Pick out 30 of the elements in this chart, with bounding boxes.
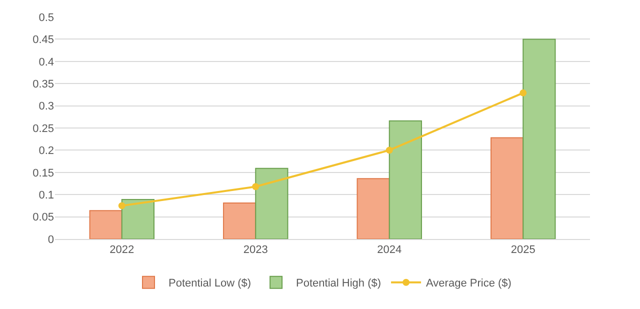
bar <box>121 198 154 239</box>
y-tick-label: 0.15 <box>32 167 54 180</box>
point <box>386 146 393 154</box>
point <box>520 89 527 96</box>
bar <box>89 210 122 239</box>
point <box>118 202 126 210</box>
bar <box>388 120 422 239</box>
x-tick-label: 2025 <box>510 244 536 256</box>
legend-label: Potential Low ($) <box>168 278 252 290</box>
point <box>252 183 260 190</box>
y-tick-label: 0.25 <box>32 122 54 135</box>
x-tick-label: 2023 <box>243 244 268 256</box>
x-tick-label: 2022 <box>110 244 134 256</box>
bar <box>356 178 390 239</box>
y-tick-label: 0.45 <box>32 34 54 46</box>
bar <box>490 137 524 239</box>
legend-label: Potential High ($) <box>296 278 382 290</box>
y-tick-label: 0.35 <box>32 78 54 90</box>
bar <box>223 202 256 239</box>
y-tick-label: 0.05 <box>32 212 54 224</box>
y-tick-label: 0.2 <box>38 145 54 158</box>
y-tick-label: 0.5 <box>38 12 54 24</box>
bar <box>255 168 288 239</box>
y-tick-label: 0.3 <box>38 100 54 113</box>
bar <box>522 38 556 239</box>
x-tick-label: 2024 <box>377 244 402 256</box>
y-tick-label: 0 <box>48 234 54 246</box>
legend-label: Average Price ($) <box>426 278 512 290</box>
y-tick-label: 0.4 <box>38 56 54 68</box>
y-tick-label: 0.1 <box>38 189 54 202</box>
